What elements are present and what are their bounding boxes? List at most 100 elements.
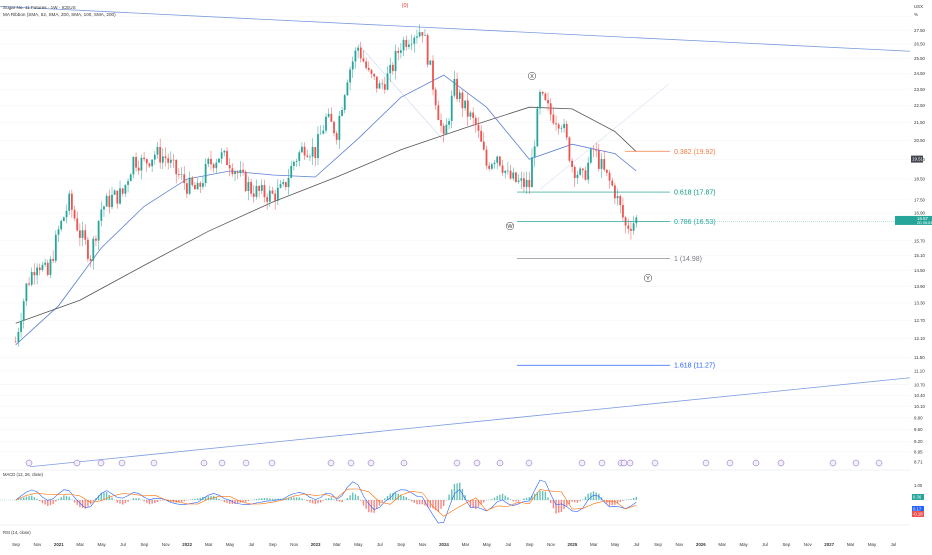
event-marker [853,460,859,466]
macd-histogram-bar [571,500,572,502]
macd-histogram-bar [82,500,83,508]
candle [256,186,258,197]
macd-histogram-bar [245,500,246,502]
candle [130,174,132,181]
y-tick-label: 13.30 [914,301,926,306]
candle [544,94,546,100]
x-tick-label: 2025 [568,542,578,547]
candle [360,48,362,59]
y-tick-label: 17.50 [914,198,926,203]
candle [151,160,153,167]
wave-label: Y [646,276,650,282]
candle [122,188,124,193]
x-tick-label: May [739,542,748,547]
candle [231,168,233,174]
macd-histogram-bar [545,492,546,500]
candle [221,152,223,158]
candle [392,65,394,71]
macd-histogram-bar [52,500,53,504]
macd-histogram-bar [226,500,227,503]
candle [95,239,97,241]
chart-title: Sugar No. 11 Futures · 1W · ICEUS [3,4,116,11]
macd-histogram-bar [384,498,385,500]
macd-histogram-bar [550,500,551,503]
macd-histogram-bar [502,494,503,500]
candle [480,131,482,142]
macd-histogram-bar [472,500,473,508]
candle [411,44,413,45]
macd-histogram-bar [347,498,348,500]
macd-histogram-bar [234,500,235,504]
x-tick-label: Jul [377,542,383,547]
macd-histogram-bar [58,499,59,500]
candle [189,178,191,194]
macd-histogram-bar [26,497,27,500]
macd-histogram-bar [93,500,94,501]
fibonacci-levels[interactable]: 0.382 (19.92)0.618 (17.87)0.786 (16.53)1… [517,149,912,370]
candle [381,83,383,84]
y-tick-label: 22.50 [914,103,926,108]
y-tick-label: 10.40 [914,393,926,398]
candle [92,239,94,261]
candle [379,83,381,88]
macd-histogram-bar [293,497,294,500]
candle [143,158,145,159]
candle [215,163,217,169]
y-tick-label: 21.50 [914,120,926,125]
y-tick-label: 26.50 [914,42,926,47]
candle [365,61,367,67]
y-tick-label: 9.80 [914,415,923,420]
event-marker [621,460,627,466]
event-marker [26,460,32,466]
candle [486,150,488,166]
candle [197,183,199,189]
x-tick-label: Jul [891,542,897,547]
x-tick-label: Nov [162,542,171,547]
prev-price-label: 19.51 [912,157,924,162]
macd-histogram-bar [69,497,70,500]
y-tick-label: 12.10 [914,336,926,341]
macd-histogram-bar [363,500,364,506]
macd-histogram-bar [636,497,637,500]
macd-histogram-bar [269,498,270,500]
macd-histogram-bar [510,499,511,500]
candle [609,173,611,181]
macd-histogram-bar [197,498,198,500]
candle [635,217,637,223]
candle [82,230,84,238]
x-tick-label: Mar [718,542,726,547]
macd-histogram-bar [606,500,607,503]
macd-histogram-bar [74,500,75,503]
sma-slow-line [16,107,637,323]
candle [234,172,236,174]
macd-histogram-bar [563,500,564,509]
macd-histogram-bar [494,498,495,500]
candle [282,182,284,184]
candle [630,229,632,231]
candle [435,90,437,106]
candle [467,101,469,117]
candle [413,38,415,44]
candle [44,263,46,265]
candle [34,272,36,275]
candle [507,171,509,172]
indicator-label: MA Ribbon (SMA, 52, SMA, 200, SMA, 100, … [3,11,116,18]
macd-histogram-bar [138,498,139,500]
x-tick-label: Mar [76,542,84,547]
candle [325,117,327,131]
candle [520,178,522,180]
x-tick-label: Sep [140,542,148,547]
wave-projection [540,84,668,189]
event-marker [219,460,225,466]
y-tick-label: 8.95 [914,449,923,454]
y-tick-label: 15.70 [914,238,926,243]
price-axis[interactable]: USX%27.5026.5025.5024.5023.5022.5021.502… [895,4,932,517]
event-markers[interactable] [26,460,882,466]
candle [79,230,81,237]
candle [114,191,116,195]
candle [202,183,204,187]
fib-level-label: 0.382 (19.92) [674,149,716,156]
